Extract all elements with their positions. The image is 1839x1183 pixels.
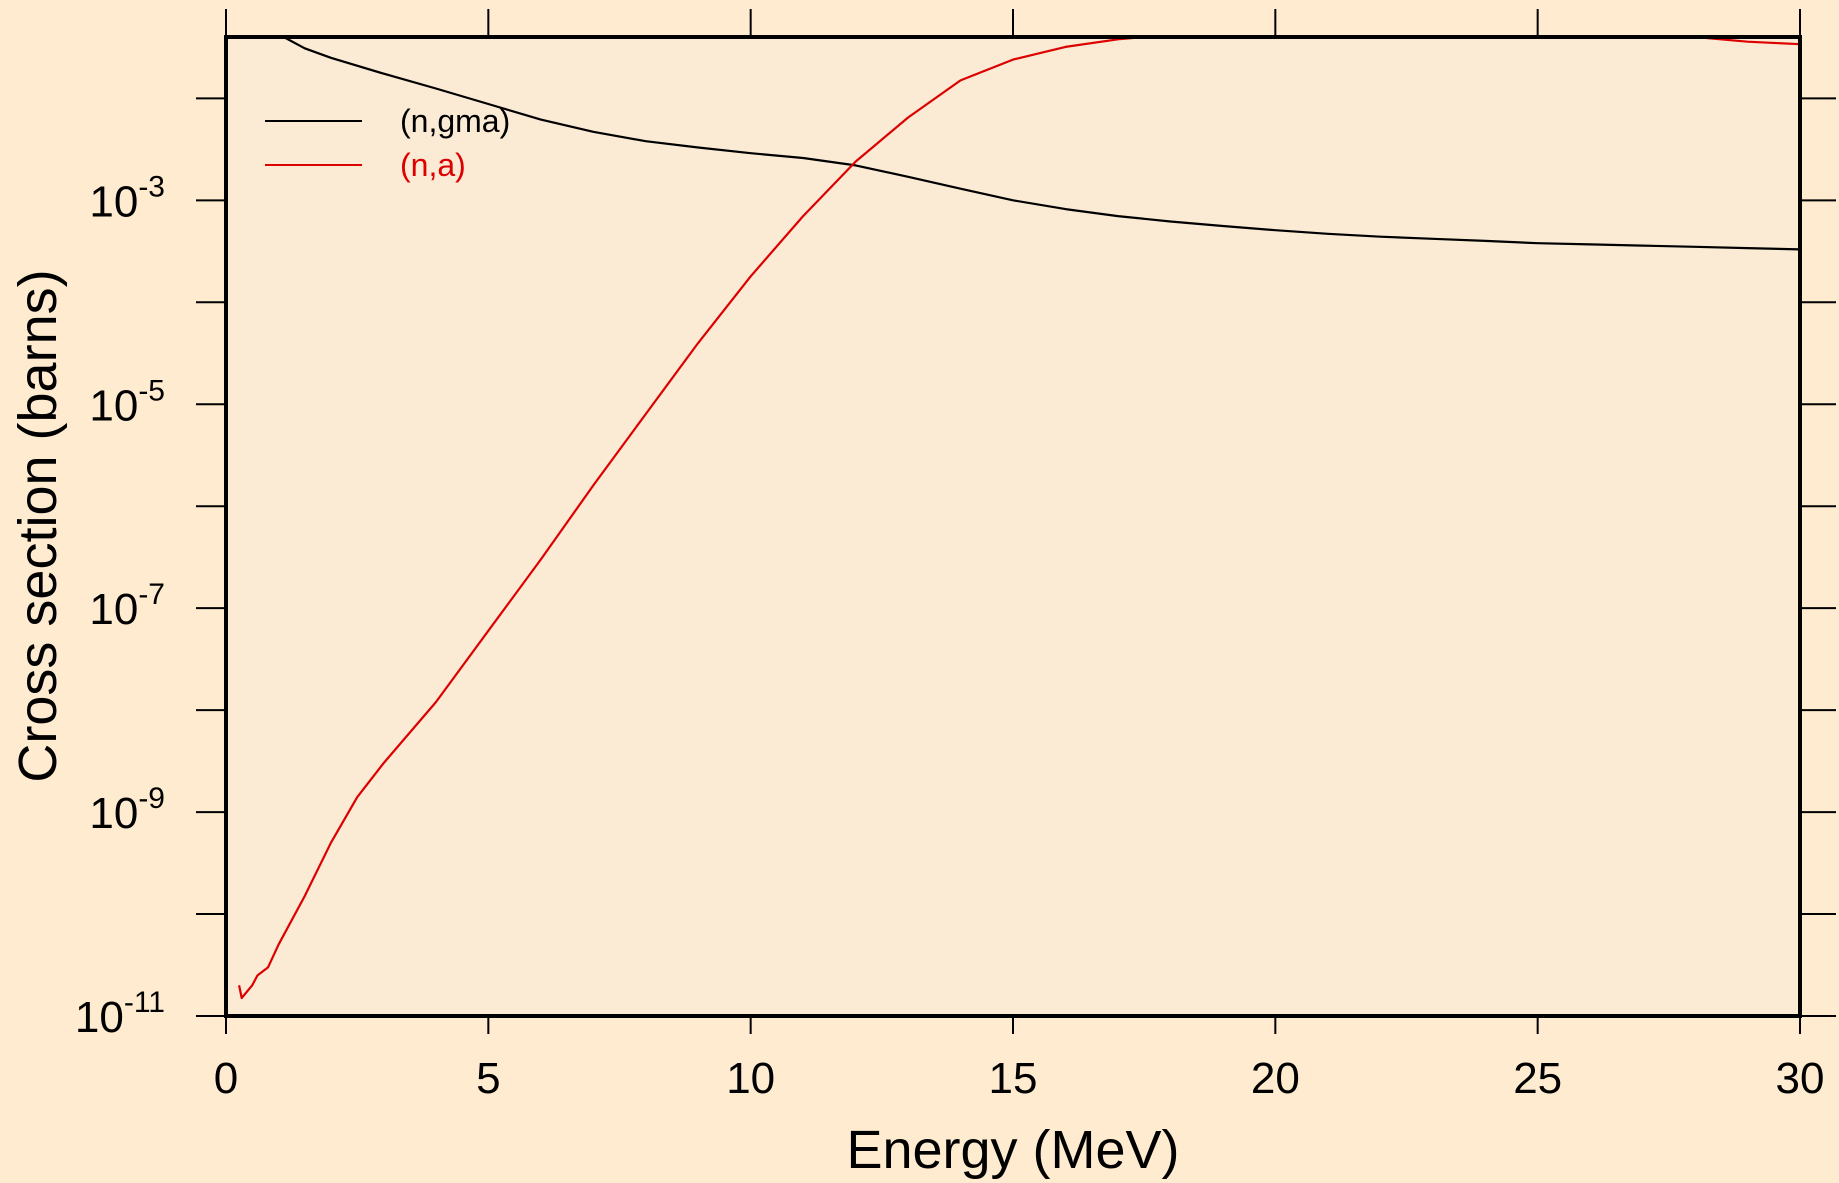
y-tick-label--11: 10-11 xyxy=(75,986,165,1042)
series-layer xyxy=(238,37,1800,1000)
legend-label-n-gma: (n,gma) xyxy=(400,103,510,139)
x-tick-label-15: 15 xyxy=(989,1054,1038,1103)
legend: (n,gma) (n,a) xyxy=(265,103,510,183)
y-tick-label--7: 10-7 xyxy=(89,578,165,634)
x-tick-label-25: 25 xyxy=(1513,1054,1562,1103)
x-axis-title: Energy (MeV) xyxy=(846,1120,1179,1180)
x-tick-label-30: 30 xyxy=(1776,1054,1825,1103)
x-tick-label-10: 10 xyxy=(726,1054,775,1103)
series-line-1 xyxy=(238,37,1800,1000)
legend-label-n-a: (n,a) xyxy=(400,147,466,183)
plot-frame xyxy=(224,35,1802,1018)
x-tick-label-20: 20 xyxy=(1251,1054,1300,1103)
series-line-0 xyxy=(283,37,1800,251)
tick-layer xyxy=(196,9,1836,1034)
y-tick-label--5: 10-5 xyxy=(89,374,165,430)
y-axis-title: Cross section (barns) xyxy=(8,269,68,782)
x-tick-label-5: 5 xyxy=(476,1054,500,1103)
y-tick-label--3: 10-3 xyxy=(89,170,165,226)
plot-area xyxy=(226,37,1800,1016)
x-tick-label-0: 0 xyxy=(214,1054,238,1103)
y-tick-label--9: 10-9 xyxy=(89,782,165,838)
